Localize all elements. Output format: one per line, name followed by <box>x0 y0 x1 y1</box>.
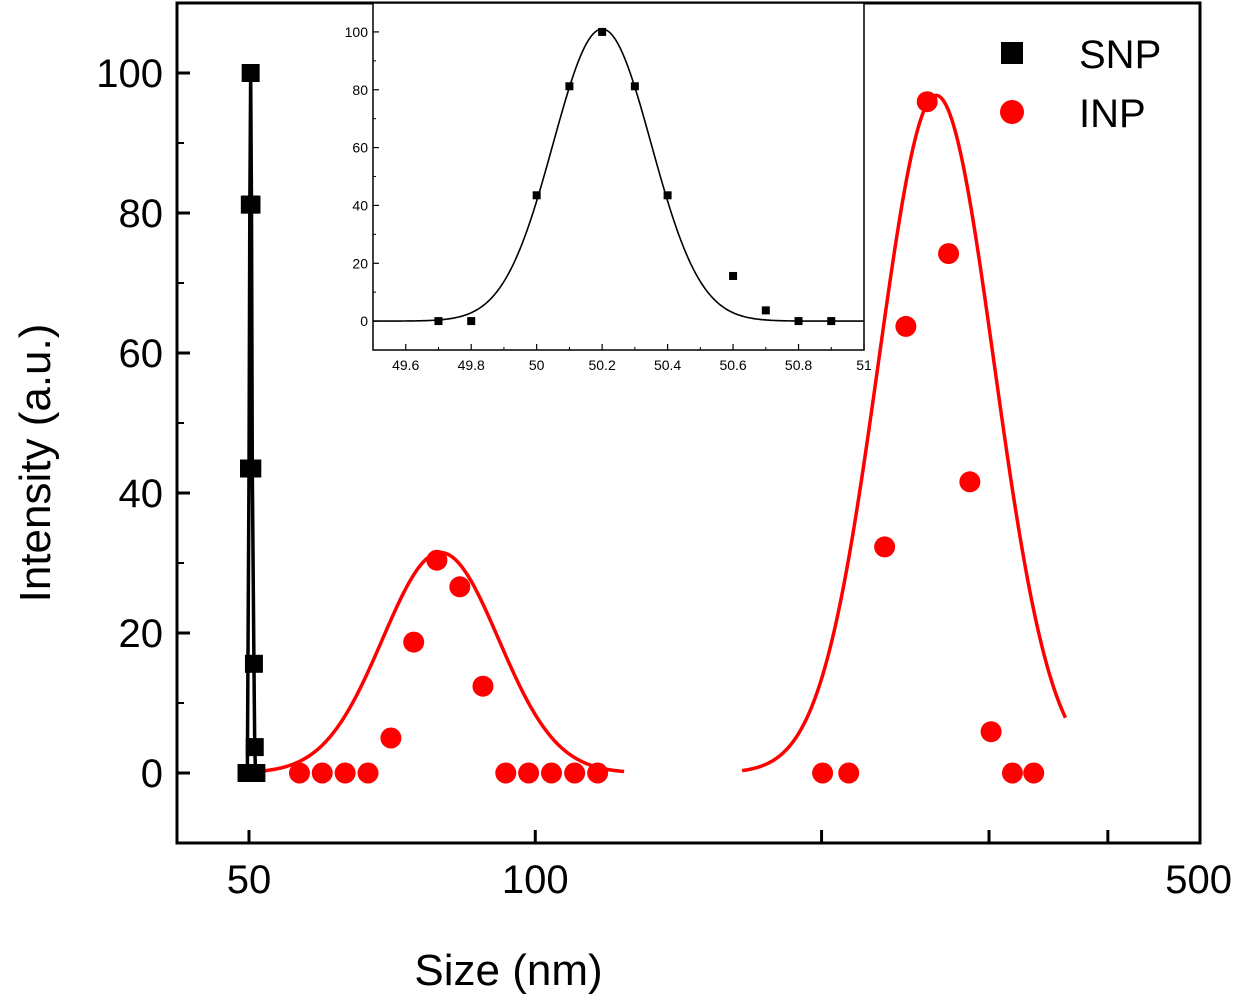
snp-marker <box>247 764 266 782</box>
inp-marker <box>403 631 425 653</box>
inset-y-tick-label: 20 <box>352 255 368 271</box>
inset-marker <box>761 306 770 315</box>
inp-marker <box>938 243 960 265</box>
inset-y-tick-label: 100 <box>345 24 369 40</box>
inp-marker <box>916 91 938 113</box>
inp-marker <box>564 762 586 784</box>
inp-marker <box>1001 762 1023 784</box>
inset-marker <box>827 317 836 326</box>
inp-marker <box>1023 762 1045 784</box>
y-tick-label: 20 <box>119 612 164 656</box>
snp-marker <box>245 738 264 757</box>
inset-fit-curve <box>373 28 864 322</box>
inp-marker <box>380 727 402 749</box>
inset-x-tick-label: 50.8 <box>785 357 812 373</box>
inset-marker <box>663 191 672 200</box>
inset-plot: 0 20 40 60 80 100 49.6 49.8 50 50.2 50.4 50.6 50.8 51 <box>345 2 872 373</box>
legend: SNP INP <box>1000 33 1161 136</box>
inp-marker <box>540 762 562 784</box>
legend-marker-inp <box>1000 100 1024 124</box>
inset-x-tick-label: 50.4 <box>654 357 681 373</box>
inset-marker <box>532 191 541 200</box>
inp-marker <box>518 762 540 784</box>
inset-marker <box>598 27 607 36</box>
snp-marker <box>243 459 262 478</box>
inp-marker <box>472 675 494 697</box>
inset-x-tick-label: 50.2 <box>589 357 616 373</box>
legend-label: INP <box>1079 92 1146 136</box>
inp-marker <box>812 762 834 784</box>
inset-x-tick-label: 49.8 <box>458 357 485 373</box>
snp-marker <box>244 654 263 673</box>
inset-y-tick-label: 40 <box>352 197 368 213</box>
inp-marker <box>334 762 356 784</box>
inset-x-tick-label: 50.6 <box>719 357 746 373</box>
legend-label: SNP <box>1079 33 1161 77</box>
inset-y-tick-label: 60 <box>352 140 368 156</box>
x-tick-label: 100 <box>502 858 569 902</box>
inset-marker <box>565 82 574 91</box>
fit-curve <box>257 550 626 774</box>
y-tick-label: 80 <box>119 192 164 236</box>
snp-marker <box>242 195 261 214</box>
inset-x-tick-label: 49.6 <box>392 357 419 373</box>
inp-marker <box>959 471 981 493</box>
inset-marker <box>794 317 803 326</box>
inp-marker <box>874 536 896 558</box>
x-tick-label: 50 <box>227 858 272 902</box>
snp-marker <box>241 64 260 82</box>
inset-x-tick-label: 50 <box>529 357 545 373</box>
inp-marker <box>426 549 448 571</box>
inp-marker <box>587 762 609 784</box>
inp-marker <box>449 576 471 598</box>
x-axis-title: Size (nm) <box>414 946 602 995</box>
y-axis-title: Intensity (a.u.) <box>11 324 60 603</box>
y-tick-label: 100 <box>96 52 163 96</box>
inp-marker <box>288 762 310 784</box>
inp-marker <box>980 721 1002 743</box>
inp-marker <box>311 762 333 784</box>
y-tick-label: 60 <box>119 332 164 376</box>
inp-marker <box>838 762 860 784</box>
inset-y-tick-label: 80 <box>352 82 368 98</box>
y-tick-label: 0 <box>141 752 163 796</box>
inset-marker <box>434 317 443 326</box>
inset-marker <box>729 271 738 280</box>
inp-marker <box>357 762 379 784</box>
inp-marker <box>495 762 517 784</box>
inset-x-tick-label: 51 <box>856 357 872 373</box>
inset-marker <box>467 317 476 326</box>
inset-y-tick-label: 0 <box>360 313 368 329</box>
x-tick-label: 500 <box>1165 858 1232 902</box>
inp-marker <box>895 315 917 337</box>
inset-marker <box>630 82 639 91</box>
inset-frame <box>372 2 865 351</box>
legend-marker-snp <box>1001 42 1023 64</box>
y-tick-label: 40 <box>119 472 164 516</box>
